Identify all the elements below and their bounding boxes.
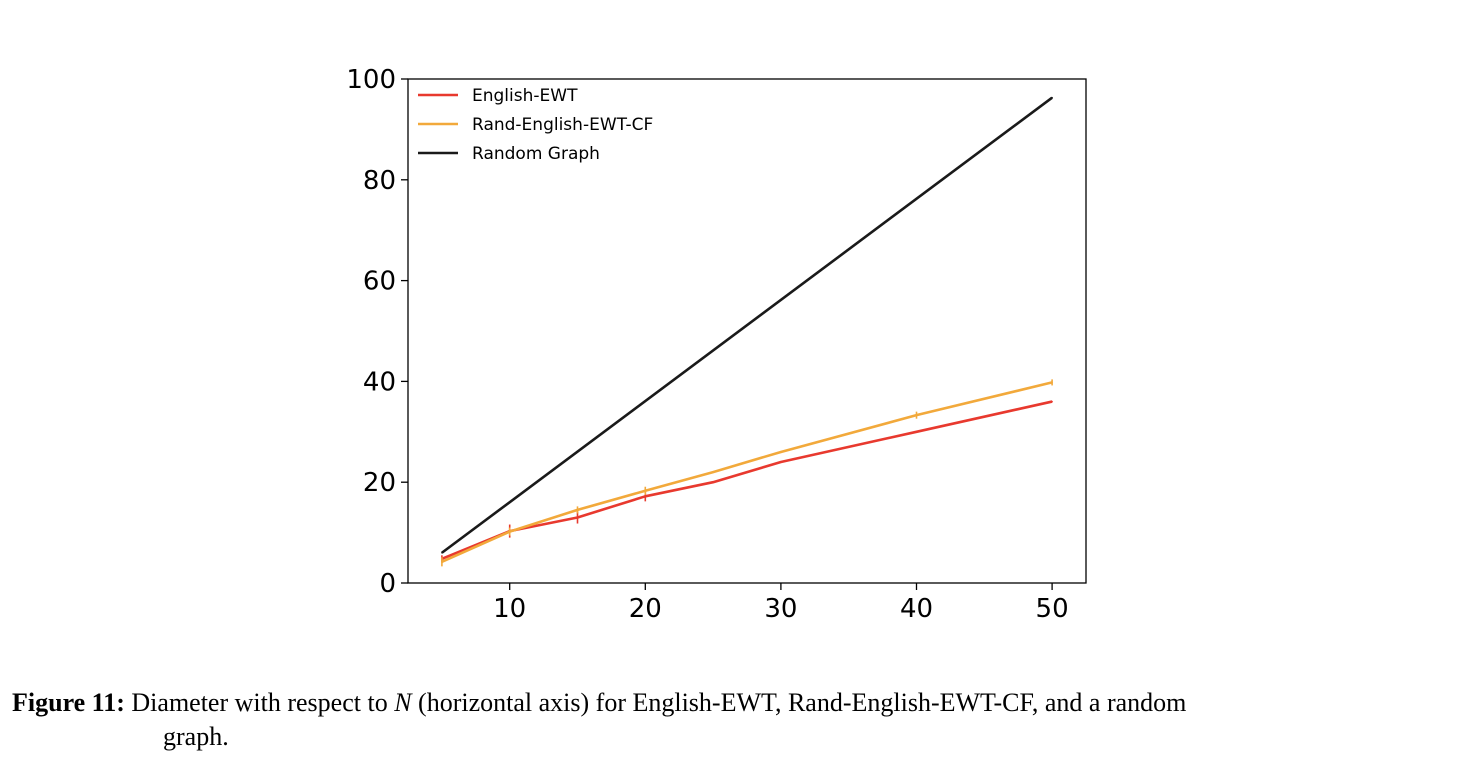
x-tick-label: 50 — [1036, 594, 1069, 624]
x-tick-label: 30 — [764, 594, 797, 624]
data-point — [780, 451, 782, 453]
data-point — [576, 516, 579, 519]
data-point — [780, 461, 782, 463]
legend-label: Rand-English-EWT-CF — [472, 115, 653, 135]
data-point — [508, 530, 511, 533]
line-chart: 0 20 40 60 80 100 10 20 30 40 50 English-EWT Rand-… — [346, 65, 1087, 624]
y-tick-label: 0 — [379, 569, 396, 599]
data-point — [576, 509, 579, 511]
y-tick-label: 20 — [363, 468, 396, 498]
caption-line-1: Figure 11: Diameter with respect to N (h… — [12, 686, 1472, 720]
data-point — [712, 481, 714, 484]
series-line — [441, 400, 1053, 561]
caption-line-2: graph. — [163, 722, 229, 751]
y-tick-label: 100 — [346, 65, 396, 95]
caption-text-after: (horizontal axis) for English-EWT, Rand-… — [411, 688, 1187, 717]
data-point — [1051, 400, 1053, 403]
series-line — [441, 96, 1053, 554]
y-axis-ticks: 0 20 40 60 80 100 — [346, 65, 408, 599]
legend-label: Random Graph — [472, 144, 600, 164]
figure-caption: Figure 11: Diameter with respect to N (h… — [12, 686, 1472, 754]
series-line — [441, 381, 1053, 564]
caption-variable: N — [394, 688, 412, 717]
data-point — [1051, 96, 1053, 99]
legend: English-EWT Rand-English-EWT-CF Random Gra… — [418, 86, 653, 164]
data-point — [441, 551, 443, 554]
data-point — [915, 414, 918, 416]
data-point — [644, 489, 647, 492]
series-0 — [441, 400, 1053, 563]
y-tick-label: 40 — [363, 367, 396, 397]
data-point — [1051, 381, 1053, 384]
x-tick-label: 20 — [629, 594, 662, 624]
data-point — [915, 431, 918, 433]
series-1 — [441, 379, 1053, 567]
x-axis-ticks: 10 20 30 40 50 — [493, 583, 1069, 624]
caption-label: Figure 11: — [12, 688, 125, 717]
x-tick-label: 40 — [900, 594, 933, 624]
caption-text-before: Diameter with respect to — [124, 688, 395, 717]
data-point — [441, 561, 443, 563]
series-layer — [441, 96, 1053, 567]
y-tick-label: 80 — [363, 166, 396, 196]
x-tick-label: 10 — [493, 594, 526, 624]
legend-label: English-EWT — [472, 86, 578, 106]
data-point — [712, 471, 714, 473]
data-point — [644, 495, 647, 498]
y-tick-label: 60 — [363, 267, 396, 297]
plot-frame — [407, 78, 1087, 584]
series-2 — [441, 96, 1053, 554]
